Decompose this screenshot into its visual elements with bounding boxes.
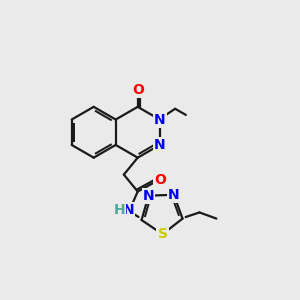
Text: O: O [132,83,144,97]
Text: S: S [158,227,168,241]
Text: H: H [113,203,125,217]
Text: O: O [154,173,166,187]
Text: N: N [168,188,180,202]
Text: N: N [143,189,154,203]
Text: N: N [154,112,166,127]
Text: N: N [123,203,134,217]
Text: N: N [154,138,166,152]
